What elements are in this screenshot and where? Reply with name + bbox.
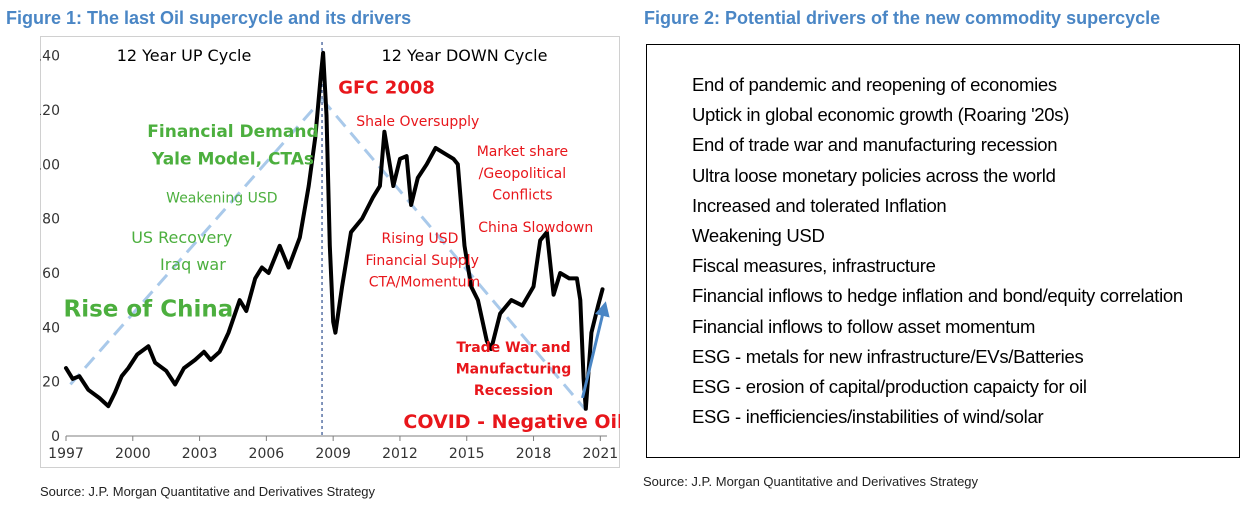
drivers-box: End of pandemic and reopening of economi… — [646, 44, 1240, 458]
chart-frame — [40, 36, 620, 468]
chart-annotation: CTA/Momentum — [369, 275, 480, 291]
driver-item: Ultra loose monetary policies across the… — [692, 164, 1056, 186]
oil-price-line — [64, 50, 605, 411]
driver-item: ESG - erosion of capital/production capa… — [692, 376, 1087, 398]
driver-item: Weakening USD — [692, 225, 825, 247]
x-tick-label: 2003 — [182, 446, 218, 462]
figure2-title: Figure 2: Potential drivers of the new c… — [644, 8, 1161, 28]
chart-svg: 0 20 40 60 80 100 120 140 1997 2000 2003 2006 2009 20… — [40, 36, 620, 468]
oil-price-chart: 0 20 40 60 80 100 120 140 1997 2000 2003 2006 2009 20… — [40, 36, 620, 468]
chart-annotation: Trade War and — [456, 340, 570, 356]
driver-item: Financial inflows to hedge inflation and… — [692, 285, 1183, 307]
chart-annotation: 12 Year DOWN Cycle — [382, 46, 548, 65]
x-tick-label: 2018 — [516, 446, 552, 462]
y-tick-label: 60 — [42, 266, 60, 282]
chart-annotation: Weakening USD — [166, 190, 277, 206]
y-tick-label: 0 — [51, 429, 60, 445]
chart-annotation: Financial Demand — [147, 122, 318, 142]
driver-item: ESG - inefficiencies/instabilities of wi… — [692, 406, 1044, 428]
chart-annotation: /Geopolitical — [479, 166, 567, 182]
cycle-trend-line — [69, 98, 324, 386]
chart-annotation: Financial Supply — [365, 253, 478, 269]
chart-annotation: GFC 2008 — [338, 78, 435, 99]
chart-annotation: Recession — [474, 383, 553, 399]
figure1-title: Figure 1: The last Oil supercycle and it… — [6, 8, 412, 28]
y-tick-label: 40 — [42, 320, 60, 336]
driver-item: End of trade war and manufacturing reces… — [692, 134, 1058, 156]
x-tick-label: 2000 — [115, 446, 151, 462]
rebound-arrow — [581, 301, 610, 399]
driver-item: ESG - metals for new infrastructure/EVs/… — [692, 345, 1084, 367]
chart-annotation: Market share — [477, 144, 568, 160]
x-tick-label: 2006 — [249, 446, 285, 462]
driver-item: Increased and tolerated Inflation — [692, 194, 947, 216]
chart-annotation: US Recovery — [131, 228, 232, 247]
y-tick-label: 100 — [40, 157, 60, 173]
driver-item: Uptick in global economic growth (Roarin… — [692, 104, 1070, 126]
chart-annotation: Yale Model, CTAs — [151, 149, 314, 169]
x-tick-label: 2012 — [382, 446, 418, 462]
driver-item: End of pandemic and reopening of economi… — [692, 74, 1057, 95]
x-tick-label: 2009 — [315, 446, 351, 462]
driver-item: Financial inflows to follow asset moment… — [692, 315, 1036, 337]
y-tick-label: 140 — [40, 49, 60, 65]
chart-annotation: Conflicts — [492, 188, 552, 204]
x-tick-label: 2021 — [583, 446, 619, 462]
chart-annotation: Manufacturing — [456, 362, 572, 378]
y-tick-label: 20 — [42, 375, 60, 391]
chart-annotation: Rising USD — [382, 231, 459, 247]
cycle-trend-line — [320, 98, 586, 410]
x-tick-label: 2015 — [449, 446, 485, 462]
chart-annotation: 12 Year UP Cycle — [117, 46, 252, 65]
y-tick-label: 80 — [42, 212, 60, 228]
chart-annotation: China Slowdown — [478, 220, 593, 236]
x-tick-label: 1997 — [48, 446, 84, 462]
drivers-list: End of pandemic and reopening of economi… — [647, 45, 1239, 432]
chart-annotation: Iraq war — [160, 255, 226, 274]
figure1-source: Source: J.P. Morgan Quantitative and Der… — [40, 484, 376, 499]
driver-item: Fiscal measures, infrastructure — [692, 255, 936, 277]
figure2-source: Source: J.P. Morgan Quantitative and Der… — [643, 474, 979, 489]
chart-annotation: Rise of China — [63, 296, 233, 322]
y-tick-label: 120 — [40, 103, 60, 119]
chart-annotation: COVID - Negative Oil — [403, 411, 620, 433]
chart-annotation: Shale Oversupply — [356, 114, 479, 130]
